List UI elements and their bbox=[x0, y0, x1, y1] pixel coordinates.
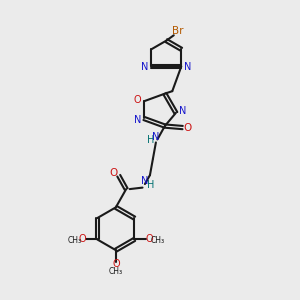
Text: N: N bbox=[184, 62, 191, 72]
Text: O: O bbox=[78, 234, 85, 244]
Text: H: H bbox=[147, 180, 155, 190]
Text: CH₃: CH₃ bbox=[150, 236, 164, 245]
Text: O: O bbox=[109, 168, 118, 178]
Text: N: N bbox=[152, 132, 160, 142]
Text: H: H bbox=[147, 135, 154, 145]
Text: Br: Br bbox=[172, 26, 184, 36]
Text: N: N bbox=[141, 62, 148, 72]
Text: N: N bbox=[141, 176, 148, 186]
Text: O: O bbox=[112, 259, 120, 269]
Text: CH₃: CH₃ bbox=[67, 236, 82, 245]
Text: O: O bbox=[146, 234, 154, 244]
Text: N: N bbox=[179, 106, 186, 116]
Text: O: O bbox=[134, 95, 141, 105]
Text: CH₃: CH₃ bbox=[109, 267, 123, 276]
Text: O: O bbox=[184, 123, 192, 133]
Text: N: N bbox=[134, 115, 141, 125]
